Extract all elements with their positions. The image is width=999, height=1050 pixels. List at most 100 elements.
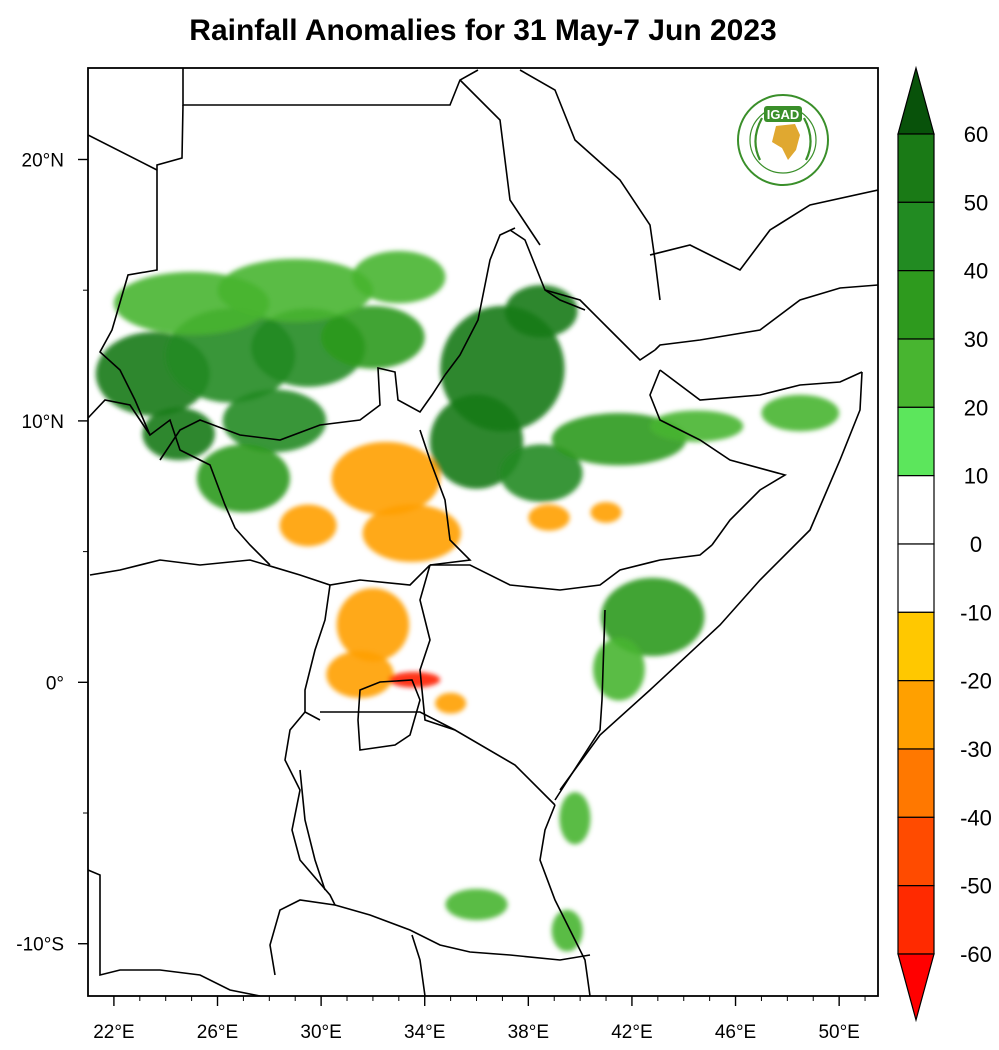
igad-logo: IGAD [737, 94, 829, 186]
colorbar-label: 40 [964, 259, 988, 284]
anomaly-region [321, 305, 425, 369]
logo-africa-icon [772, 124, 800, 160]
border-uganda-drc [304, 584, 331, 721]
x-tick-label: 26°E [197, 1022, 238, 1043]
x-tick-label: 46°E [715, 1022, 756, 1043]
colorbar-segment [897, 475, 935, 545]
border-libya-chad [88, 134, 158, 171]
coast-somalia [559, 371, 863, 791]
anomaly-region [362, 504, 461, 563]
colorbar-segment [897, 201, 935, 272]
anomaly-region [222, 389, 327, 453]
border-uganda-kenya [419, 564, 556, 806]
anomaly-region [505, 284, 578, 338]
x-tick-label: 50°E [818, 1022, 859, 1043]
y-tick-label: -10°S [16, 935, 64, 956]
border-sudan-ssudan [159, 366, 446, 461]
anomaly-region [590, 501, 622, 523]
anomaly-region [217, 258, 373, 322]
logo-text: IGAD [767, 107, 800, 122]
logo-laurel-icon [754, 117, 812, 161]
anomaly-region [279, 504, 337, 547]
anomaly-region [435, 692, 467, 714]
colorbar-label: 30 [964, 327, 988, 352]
x-axis: 22°E 26°E 30°E 34°E 38°E 42°E 46°E 50°E [93, 996, 866, 1043]
border-somalia-kenya [554, 609, 606, 801]
y-axis: 20°N 10°N 0° -10°S [16, 150, 88, 956]
x-tick-label: 38°E [508, 1022, 549, 1043]
border-ssudan-uganda-drc [89, 559, 431, 586]
country-borders [88, 68, 878, 996]
x-tick-label: 22°E [93, 1022, 134, 1043]
colorbar-label: -20 [960, 669, 992, 694]
colorbar-segment [897, 406, 935, 477]
anomaly-region [196, 444, 291, 513]
border-egypt-sudan-libya [182, 68, 479, 106]
coast-tanzania [539, 804, 591, 996]
border-drc-west [269, 711, 337, 976]
anomaly-region [429, 394, 524, 489]
lake-malawi [411, 934, 426, 996]
y-tick-label: 0° [46, 673, 64, 694]
border-ssudan-ethiopia [419, 429, 472, 566]
colorbar-label: 60 [964, 122, 988, 147]
border-ethiopia-kenya [430, 544, 713, 591]
colorbar-label: 20 [964, 395, 988, 420]
anomaly-region [528, 504, 570, 531]
map-title: Rainfall Anomalies for 31 May-7 Jun 2023 [189, 14, 777, 47]
colorbar-segment [897, 748, 935, 818]
coast-red-sea-east [519, 69, 661, 301]
y-tick-label: 10°N [22, 412, 64, 433]
anomaly-region [388, 671, 441, 688]
colorbar-label: 0 [970, 532, 982, 557]
anomaly-field [95, 250, 840, 952]
colorbar-bottom-triangle [897, 953, 935, 1023]
border-somaliland [659, 369, 863, 401]
anomaly-region [559, 792, 591, 845]
border-chad-car [88, 399, 151, 436]
border-tanzania-south [334, 904, 591, 961]
x-tick-label: 42°E [611, 1022, 652, 1043]
colorbar-label: 10 [964, 464, 988, 489]
coast-arabia [654, 284, 878, 351]
colorbar-segment [897, 543, 935, 613]
border-sudan-ethiopia [444, 227, 516, 376]
anomaly-region [600, 577, 705, 657]
colorbar-label: -60 [960, 942, 992, 967]
colorbar-segment [897, 680, 935, 750]
anomaly-region [499, 444, 583, 502]
colorbar-label: -50 [960, 874, 992, 899]
colorbar-label: -40 [960, 805, 992, 830]
colorbar-label: -10 [960, 600, 992, 625]
anomaly-region [352, 250, 446, 304]
logo-text-box [764, 106, 802, 122]
colorbar-label: -30 [960, 737, 992, 762]
border-red-sea-coast [459, 79, 541, 246]
lake-victoria [357, 679, 421, 751]
plot-frame [87, 67, 879, 997]
anomaly-region [336, 588, 410, 662]
coast-yemen [649, 189, 878, 272]
colorbar-segment [897, 338, 935, 408]
x-tick-label: 30°E [300, 1022, 341, 1043]
border-chad-sudan [98, 104, 271, 566]
colorbar-label: 50 [964, 190, 988, 215]
colorbar-segment [897, 816, 935, 887]
y-tick-label: 20°N [22, 150, 64, 171]
border-eritrea-ethiopia [544, 289, 656, 362]
lake-tanganyika [299, 769, 326, 891]
border-tanzania-north [320, 711, 456, 731]
anomaly-region [650, 410, 744, 442]
colorbar-top-triangle [897, 65, 935, 135]
colorbar-segment [897, 611, 935, 682]
colorbar-segment [897, 270, 935, 340]
colorbar-segment [897, 133, 935, 203]
x-tick-label: 34°E [404, 1022, 445, 1043]
anomaly-region [142, 407, 215, 461]
anomaly-region [761, 394, 840, 432]
anomaly-region [326, 650, 394, 698]
border-ethiopia-somalia [649, 369, 788, 546]
border-zambia [88, 869, 261, 996]
colorbar: 60 50 40 30 20 10 0 -10 -20 -30 -40 -50 -60 [897, 65, 992, 1023]
